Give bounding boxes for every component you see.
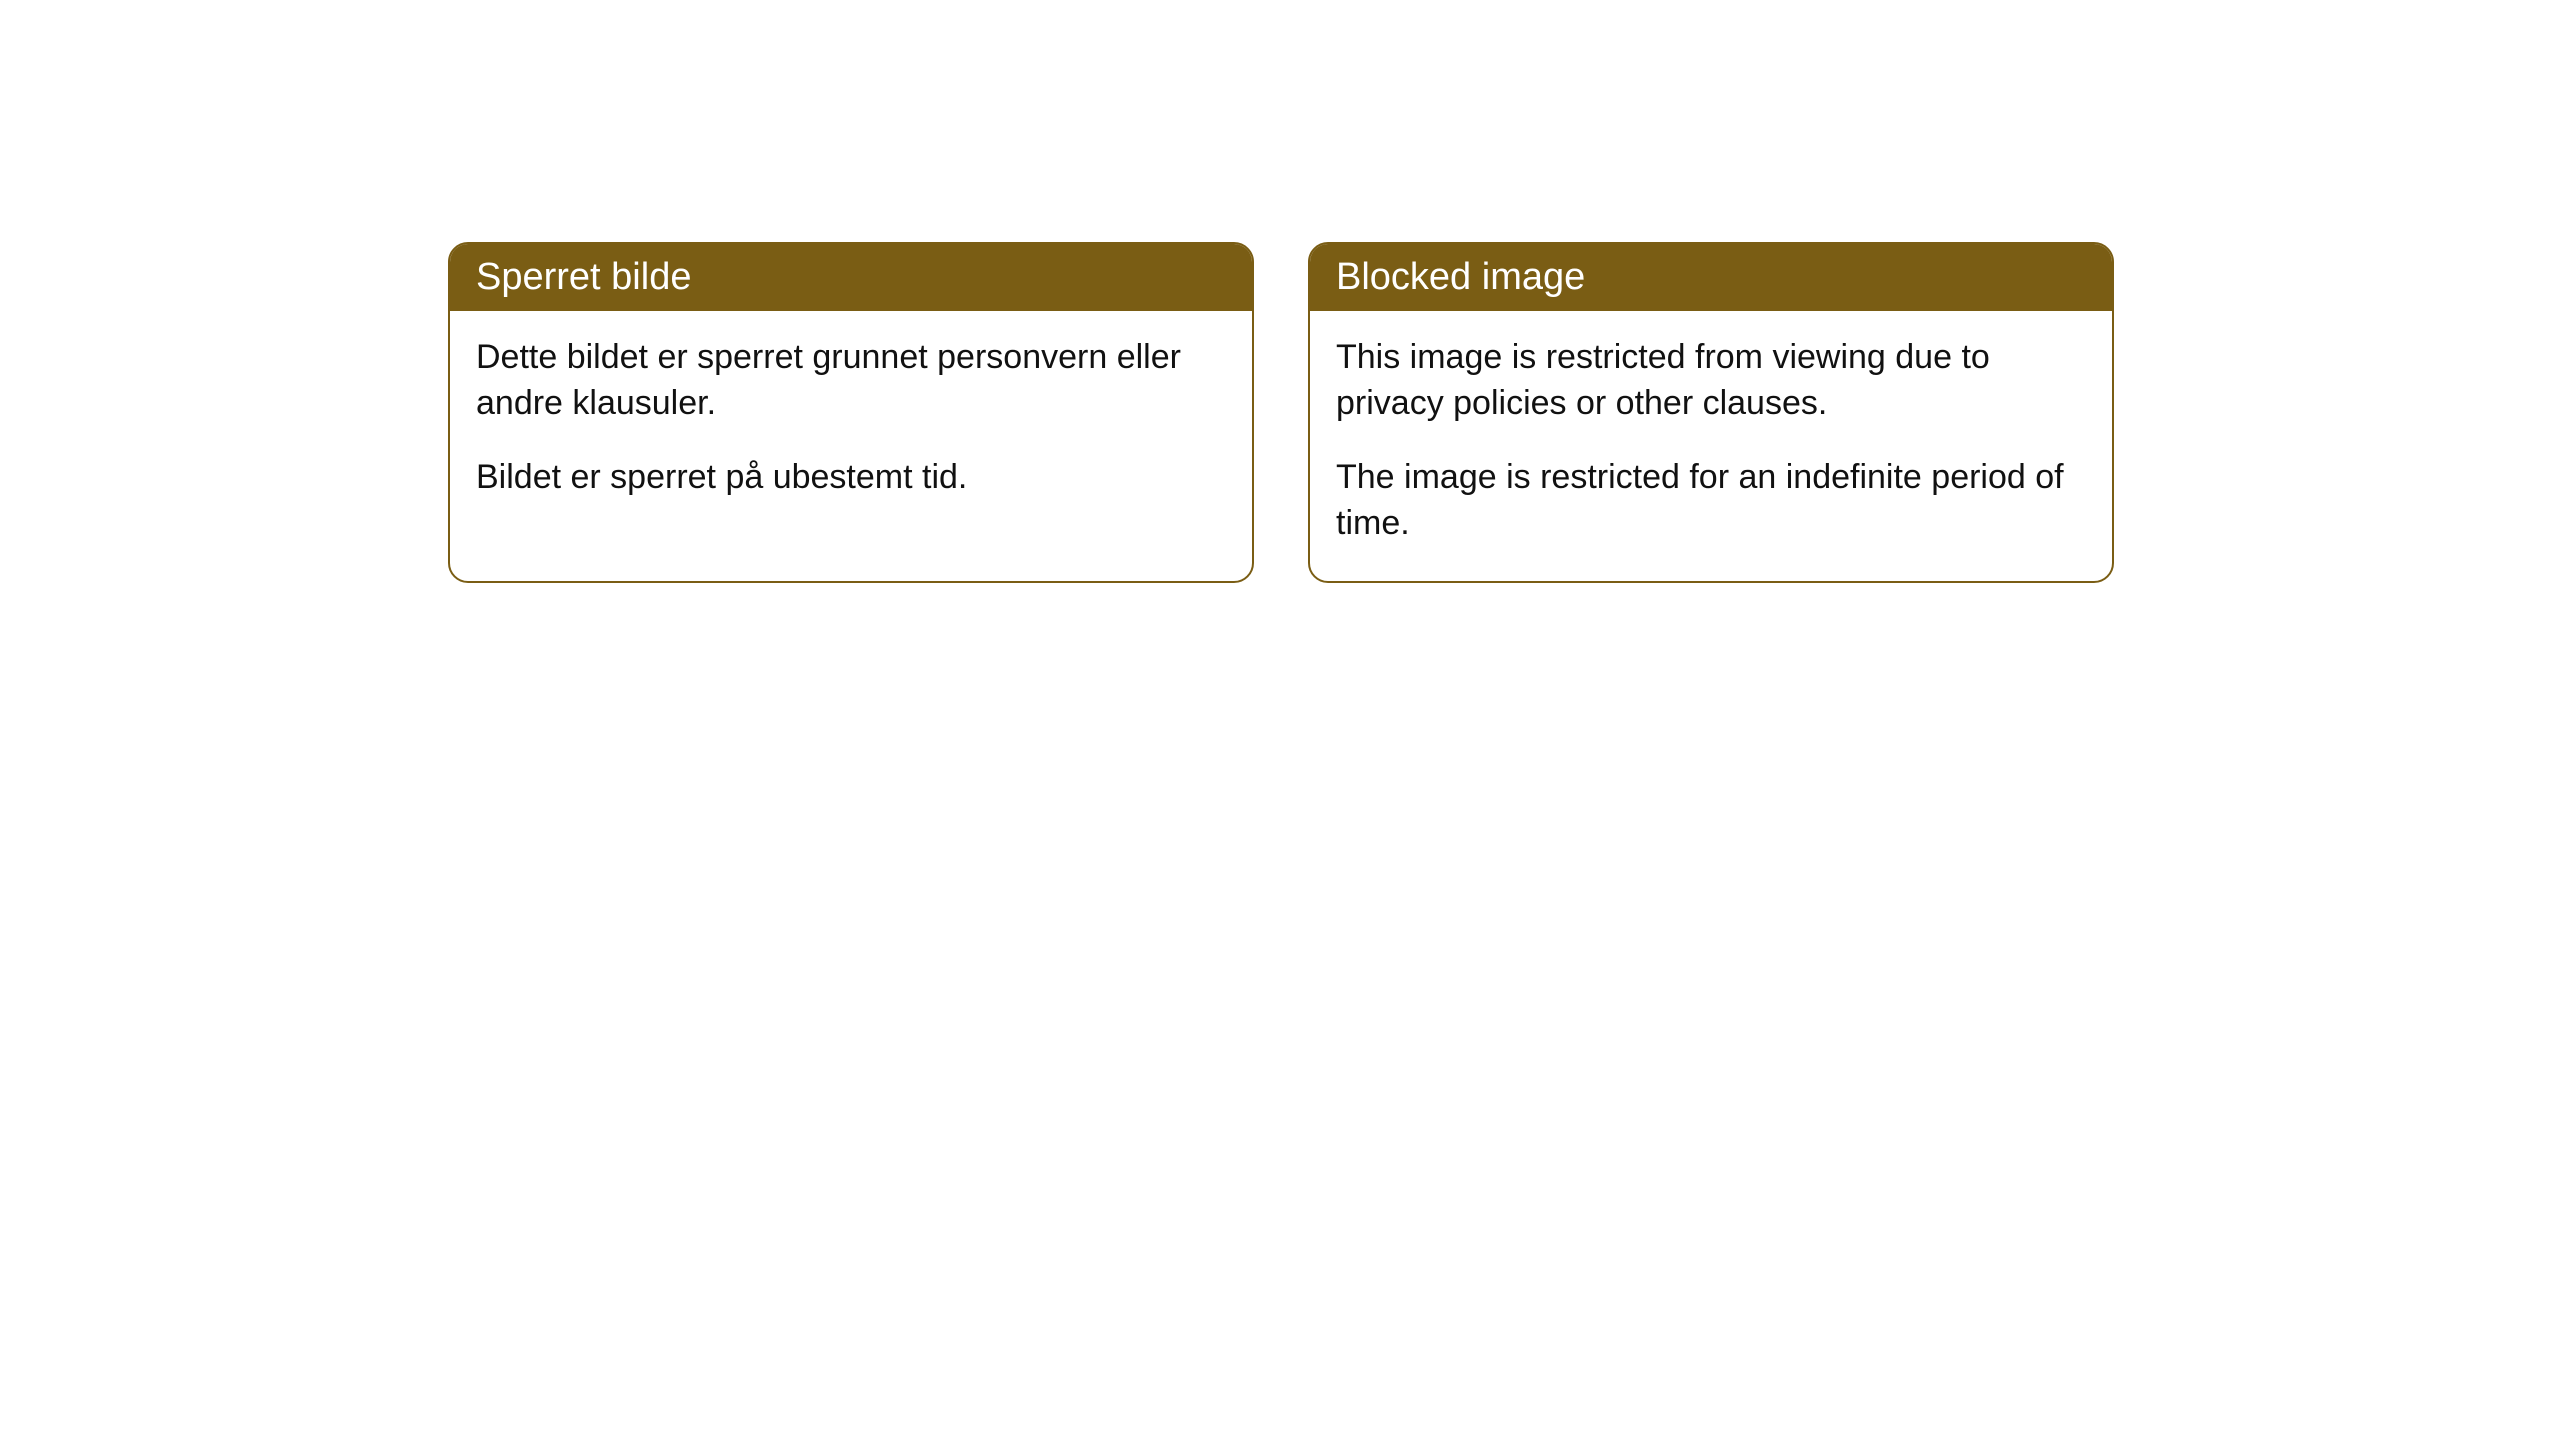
card-header-en: Blocked image (1310, 244, 2112, 311)
blocked-image-card-no: Sperret bilde Dette bildet er sperret gr… (448, 242, 1254, 583)
card-text-no-1: Dette bildet er sperret grunnet personve… (476, 335, 1226, 427)
card-header-no: Sperret bilde (450, 244, 1252, 311)
blocked-image-card-en: Blocked image This image is restricted f… (1308, 242, 2114, 583)
card-text-no-2: Bildet er sperret på ubestemt tid. (476, 455, 1226, 501)
card-text-en-2: The image is restricted for an indefinit… (1336, 455, 2086, 547)
card-body-no: Dette bildet er sperret grunnet personve… (450, 311, 1252, 535)
card-body-en: This image is restricted from viewing du… (1310, 311, 2112, 581)
cards-container: Sperret bilde Dette bildet er sperret gr… (0, 0, 2560, 583)
card-text-en-1: This image is restricted from viewing du… (1336, 335, 2086, 427)
